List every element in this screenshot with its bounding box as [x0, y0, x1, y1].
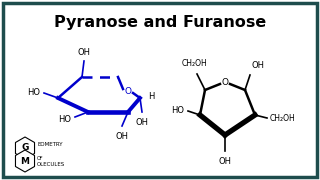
Text: OF: OF: [37, 156, 44, 161]
Text: OH: OH: [116, 132, 129, 141]
FancyBboxPatch shape: [3, 3, 317, 177]
Text: CH₂OH: CH₂OH: [270, 114, 296, 123]
Text: OH: OH: [251, 61, 264, 70]
Text: OH: OH: [77, 48, 91, 57]
Text: HO: HO: [171, 105, 184, 114]
Text: O: O: [124, 87, 132, 96]
Text: CH₂OH: CH₂OH: [182, 59, 208, 68]
Text: Pyranose and Furanose: Pyranose and Furanose: [54, 15, 266, 30]
Text: HO: HO: [27, 87, 40, 96]
Text: OH: OH: [219, 157, 231, 166]
Text: OH: OH: [135, 118, 148, 127]
Text: O: O: [221, 78, 228, 87]
Text: EOMETRY: EOMETRY: [37, 143, 62, 147]
Text: HO: HO: [58, 114, 71, 123]
Text: M: M: [20, 156, 29, 165]
Text: H: H: [148, 91, 154, 100]
Text: G: G: [21, 143, 29, 152]
Text: OLECULES: OLECULES: [37, 161, 65, 166]
